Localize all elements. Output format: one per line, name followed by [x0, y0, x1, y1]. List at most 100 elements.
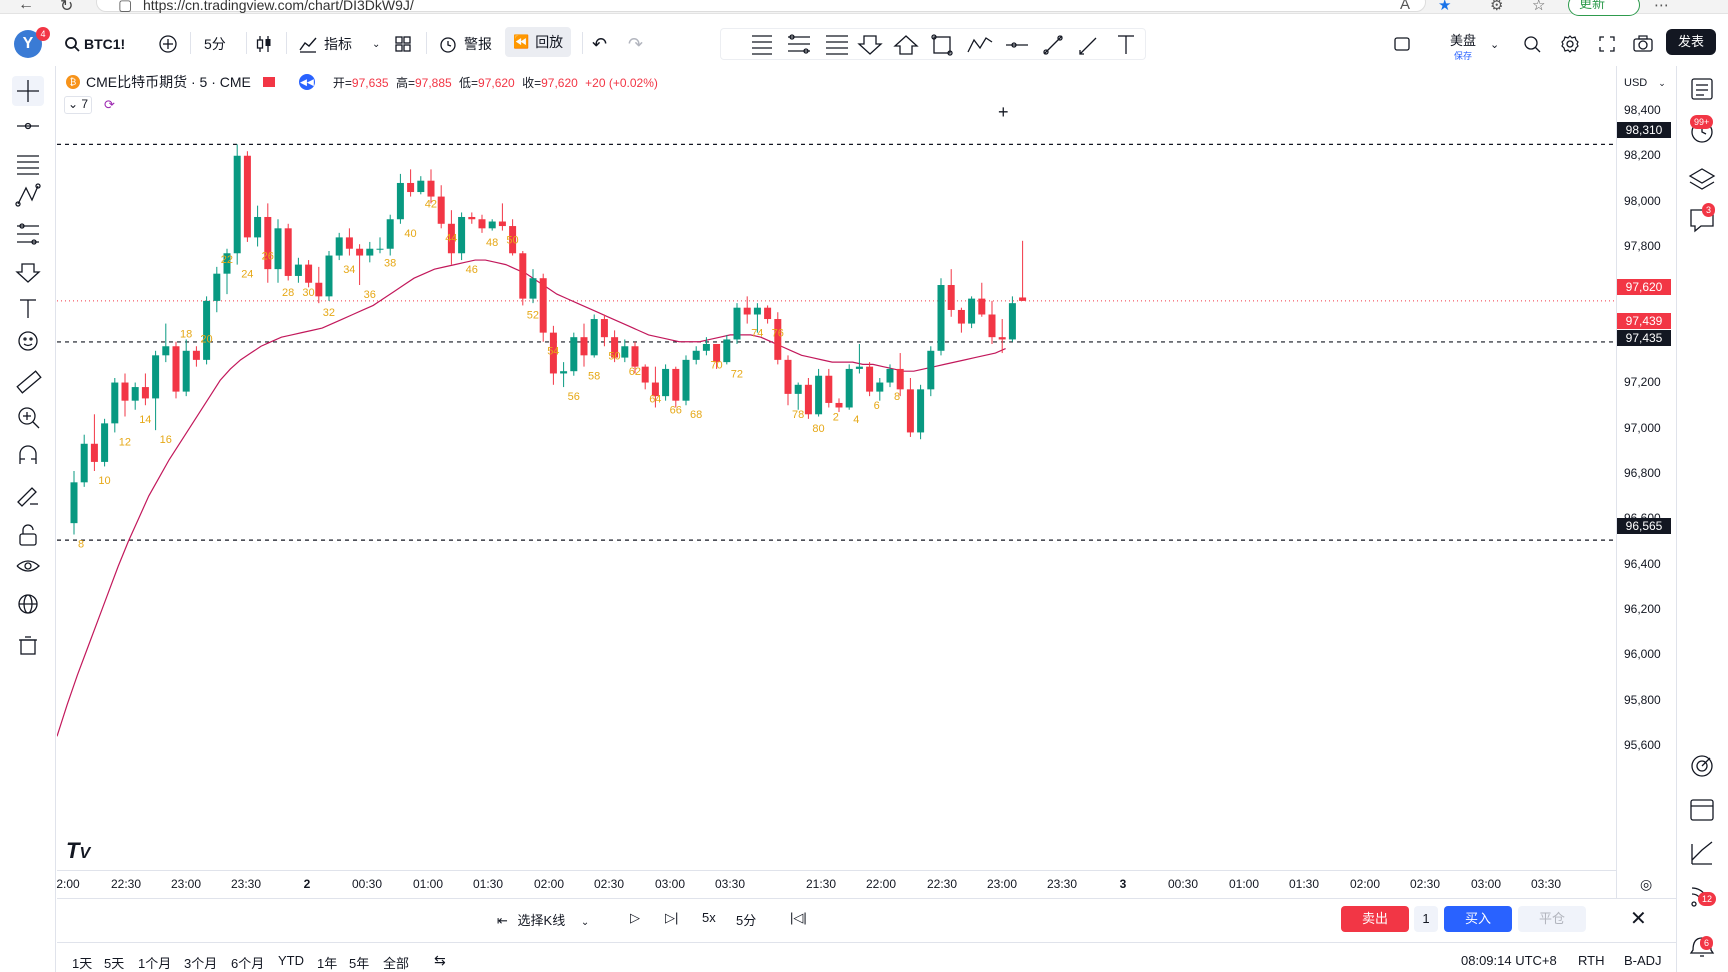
fullscreen-icon[interactable]: [1598, 32, 1616, 56]
replay-speed-button[interactable]: 5x: [702, 910, 716, 925]
close-position-button[interactable]: 平仓: [1518, 906, 1586, 932]
candle-body: [825, 375, 833, 403]
templates-button[interactable]: [394, 32, 412, 56]
currency-select[interactable]: USD ⌄: [1624, 77, 1666, 89]
favorites-icon[interactable]: ☆: [1532, 0, 1546, 14]
bar-count-label: 6: [874, 400, 880, 412]
alert-button[interactable]: 警报: [438, 32, 492, 56]
candle-body: [121, 382, 129, 401]
replay-interval-button[interactable]: 5分: [736, 913, 757, 928]
session-toggle[interactable]: RTH: [1578, 953, 1605, 968]
price-tick-label: 98,000: [1624, 193, 1661, 208]
favorite-star-icon[interactable]: ★: [1438, 0, 1452, 14]
candle-body: [784, 359, 792, 394]
ohlc-values: 开=97,635 高=97,885 低=97,620 收=97,620 +20 …: [332, 75, 658, 90]
indicators-icon: [299, 37, 317, 53]
layout-select-button[interactable]: [1392, 32, 1412, 56]
quick-search-icon[interactable]: [1522, 32, 1542, 56]
date-range-button[interactable]: 5年: [349, 956, 370, 971]
candle-body: [988, 314, 996, 338]
flag-icon[interactable]: [262, 77, 275, 87]
step-forward-icon[interactable]: ▷|: [665, 910, 679, 925]
left-toolbar: [0, 66, 56, 972]
candle-body: [764, 307, 772, 320]
bar-count-label: 44: [445, 232, 457, 244]
sync-icon[interactable]: ⟳: [104, 97, 115, 112]
bar-count-label: 46: [466, 264, 478, 276]
publish-button[interactable]: 发表: [1666, 29, 1716, 55]
date-range-button[interactable]: 6个月: [231, 956, 265, 971]
candle-body: [1008, 303, 1016, 340]
chevron-down-icon: ⌄: [580, 917, 590, 928]
chart-type-button[interactable]: [254, 32, 274, 56]
camera-icon[interactable]: [1632, 32, 1654, 56]
price-scale[interactable]: [1616, 66, 1676, 898]
bottom-bar: [57, 942, 1676, 972]
date-range-button[interactable]: 1年: [317, 956, 338, 971]
redo-icon[interactable]: ↷: [628, 33, 644, 54]
date-range-button[interactable]: 5天: [104, 956, 125, 971]
clock[interactable]: 08:09:14 UTC+8: [1461, 953, 1557, 968]
price-level-label: 98,310: [1617, 122, 1671, 139]
candle-body: [651, 382, 659, 397]
buy-button[interactable]: 买入: [1444, 906, 1512, 932]
stay-in-drawing-icon: [17, 487, 38, 507]
adjustment-toggle[interactable]: B-ADJ: [1624, 953, 1662, 968]
candle-body: [70, 482, 78, 524]
interval-button[interactable]: 5分: [204, 36, 226, 52]
replay-button[interactable]: ⏪ 回放: [505, 27, 572, 57]
candle-body: [141, 387, 149, 399]
bar-count-label: 30: [302, 287, 314, 299]
symbol-search[interactable]: BTC1!: [64, 32, 125, 56]
projection-icon: [17, 223, 39, 245]
undo-icon[interactable]: ↶: [592, 33, 608, 54]
candle-body: [876, 382, 884, 392]
bar-count-label: 62: [629, 366, 641, 378]
replay-mode-icon: ◀◀: [298, 74, 315, 90]
select-bar-button[interactable]: ⇤ 选择K线 ⌄: [497, 913, 590, 928]
candle-body: [621, 346, 629, 358]
layout-menu-chevron-icon[interactable]: ⌄: [1490, 38, 1500, 51]
date-range-button[interactable]: YTD: [278, 953, 304, 968]
candle-body: [713, 343, 721, 363]
crosshair-icon: [17, 80, 39, 102]
date-range-button[interactable]: 全部: [383, 956, 410, 971]
candle-body: [549, 332, 557, 374]
candle-body: [580, 337, 588, 356]
time-scale[interactable]: [57, 870, 1616, 898]
candle-body: [590, 319, 598, 356]
settings-gear-icon[interactable]: [1560, 32, 1580, 56]
layout-name[interactable]: 美盘 保存: [1449, 33, 1476, 61]
price-tick-label: 98,200: [1624, 148, 1661, 163]
candle-body: [243, 155, 251, 238]
extensions-icon[interactable]: ⚙: [1490, 0, 1504, 14]
indicators-button[interactable]: 指标 ⌄: [298, 32, 380, 56]
compare-symbol-button[interactable]: [158, 32, 178, 56]
quantity-field[interactable]: 1: [1414, 906, 1438, 932]
date-range-button[interactable]: 3个月: [184, 956, 218, 971]
update-button[interactable]: 更新: [1568, 0, 1640, 16]
notifications-badge: 99+: [1690, 115, 1714, 129]
candle-body: [845, 368, 853, 408]
jump-to-realtime-icon[interactable]: |◁|: [790, 910, 807, 925]
tradingview-logo[interactable]: TV: [66, 838, 91, 863]
sell-button[interactable]: 卖出: [1341, 906, 1409, 932]
close-replay-icon[interactable]: ✕: [1630, 908, 1647, 930]
time-settings-icon[interactable]: ◎: [1640, 876, 1653, 892]
url-text[interactable]: https://cn.tradingview.com/chart/DI3DkW9…: [143, 0, 414, 13]
go-to-date-icon[interactable]: ⇆: [434, 952, 446, 968]
chevron-down-icon[interactable]: ⌄: [372, 38, 381, 50]
candle-body: [815, 375, 823, 415]
play-icon[interactable]: ▷: [630, 910, 640, 925]
date-range-button[interactable]: 1天: [72, 956, 93, 971]
legend-title[interactable]: CME比特币期货 · 5 · CME: [86, 74, 251, 90]
news-badge: 12: [1698, 892, 1717, 906]
back-icon[interactable]: ←: [18, 0, 34, 13]
read-aloud-icon[interactable]: A: [1400, 0, 1411, 13]
page-info-icon[interactable]: ▢: [118, 0, 133, 14]
more-icon[interactable]: ⋯: [1654, 0, 1669, 14]
indicators-collapse-toggle[interactable]: ⌄ 7: [64, 96, 93, 114]
reload-icon[interactable]: ↻: [60, 0, 74, 15]
date-range-button[interactable]: 1个月: [138, 956, 172, 971]
